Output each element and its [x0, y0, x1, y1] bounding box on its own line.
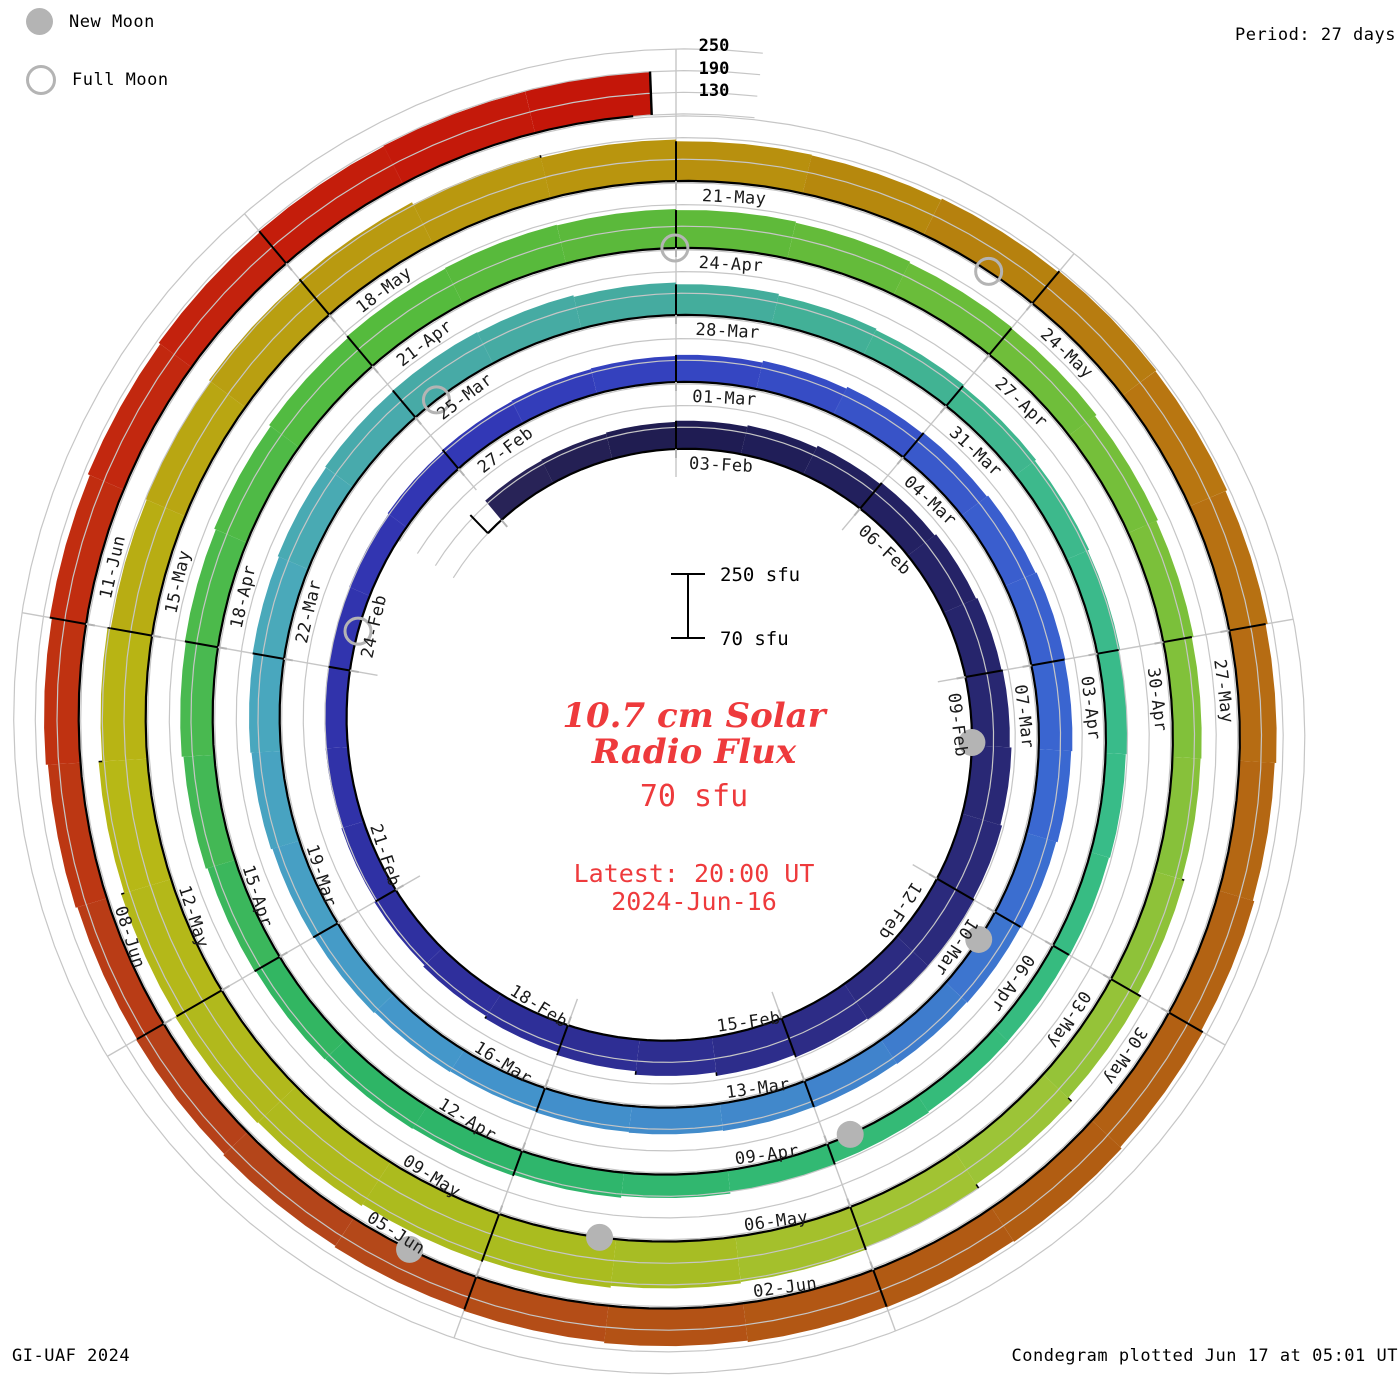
- chart-title: 10.7 cm Solar Radio Flux: [562, 698, 825, 770]
- new-moon-marker: [958, 728, 986, 756]
- full-moon-marker: [421, 385, 451, 415]
- current-flux-value: 70 sfu: [639, 779, 749, 814]
- new-moon-icon: [26, 8, 53, 35]
- period-label: Period: 27 days: [1234, 25, 1396, 45]
- new-moon-label: New Moon: [69, 11, 155, 32]
- axis-label-250: 250: [698, 36, 730, 56]
- axis-label-130: 130: [698, 81, 730, 101]
- latest-timestamp: Latest: 20:00 UT 2024-Jun-16: [574, 860, 815, 916]
- chart-title-line1: 10.7 cm Solar: [562, 696, 826, 736]
- scale-bottom-label: 70 sfu: [720, 628, 789, 650]
- full-moon-marker: [343, 616, 373, 646]
- moon-legend: New Moon Full Moon: [26, 8, 169, 95]
- latest-time-line: Latest: 20:00 UT: [573, 859, 815, 888]
- new-moon-marker: [965, 925, 993, 953]
- scale-top-label: 250 sfu: [720, 564, 801, 586]
- new-moon-marker: [836, 1120, 864, 1148]
- full-moon-label: Full Moon: [72, 70, 169, 90]
- date-label: 21-May: [702, 186, 767, 209]
- plotted-label: Condegram plotted Jun 17 at 05:01 UT: [1011, 1346, 1398, 1366]
- date-label: 28-Mar: [695, 320, 760, 343]
- credit-label: GI-UAF 2024: [12, 1346, 131, 1366]
- axis-label-190: 190: [698, 59, 730, 79]
- date-label: 24-Apr: [698, 253, 763, 276]
- chart-title-line2: Radio Flux: [591, 732, 797, 772]
- full-moon-marker: [974, 256, 1004, 286]
- date-label: 09-Feb: [943, 692, 971, 758]
- date-label: 03-Feb: [688, 454, 753, 477]
- new-moon-marker: [586, 1223, 614, 1251]
- date-label: 01-Mar: [692, 387, 757, 410]
- latest-date-line: 2024-Jun-16: [611, 887, 777, 916]
- full-moon-icon: [26, 65, 56, 95]
- new-moon-marker: [396, 1235, 424, 1263]
- full-moon-marker: [660, 233, 690, 263]
